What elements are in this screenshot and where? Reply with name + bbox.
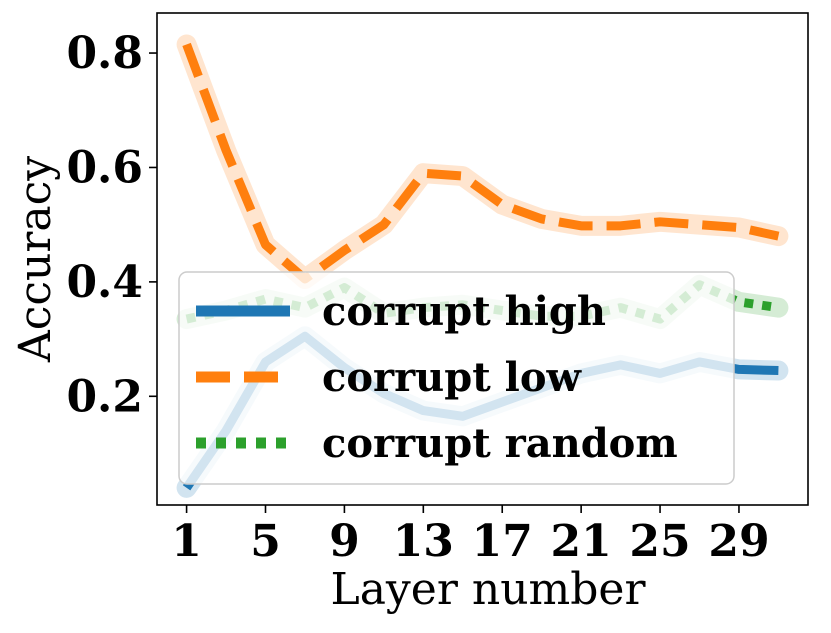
x-tick-label: 5 [250, 516, 281, 567]
legend-box [178, 271, 735, 485]
y-tick-label: 0.2 [66, 371, 143, 422]
band-corrupt-low [176, 34, 789, 290]
plot-frame [156, 12, 809, 506]
legend-items: corrupt high corrupt low corrupt random [196, 288, 678, 467]
x-tick-label: 29 [708, 516, 769, 567]
y-axis-ticks: 0.2 0.4 0.6 0.8 [66, 28, 157, 422]
y-tick-label: 0.4 [66, 257, 143, 308]
y-tick-label: 0.6 [66, 142, 143, 193]
legend-label: corrupt low [322, 354, 583, 401]
x-tick-label: 9 [329, 516, 360, 567]
y-tick-label: 0.8 [66, 28, 143, 79]
x-tick-label: 21 [551, 516, 612, 567]
x-tick-label: 17 [472, 516, 533, 567]
y-axis-label: Accuracy [10, 156, 61, 363]
line-corrupt-low [182, 42, 780, 284]
x-tick-label: 13 [393, 516, 454, 567]
legend: corrupt high corrupt low corrupt random [178, 271, 735, 485]
legend-label: corrupt random [322, 420, 678, 467]
x-tick-label: 1 [171, 516, 202, 567]
x-tick-label: 25 [629, 516, 690, 567]
x-axis-ticks: 1 5 9 13 17 21 25 29 [171, 505, 770, 567]
x-axis-label: Layer number [330, 564, 646, 615]
legend-label: corrupt high [322, 288, 606, 335]
